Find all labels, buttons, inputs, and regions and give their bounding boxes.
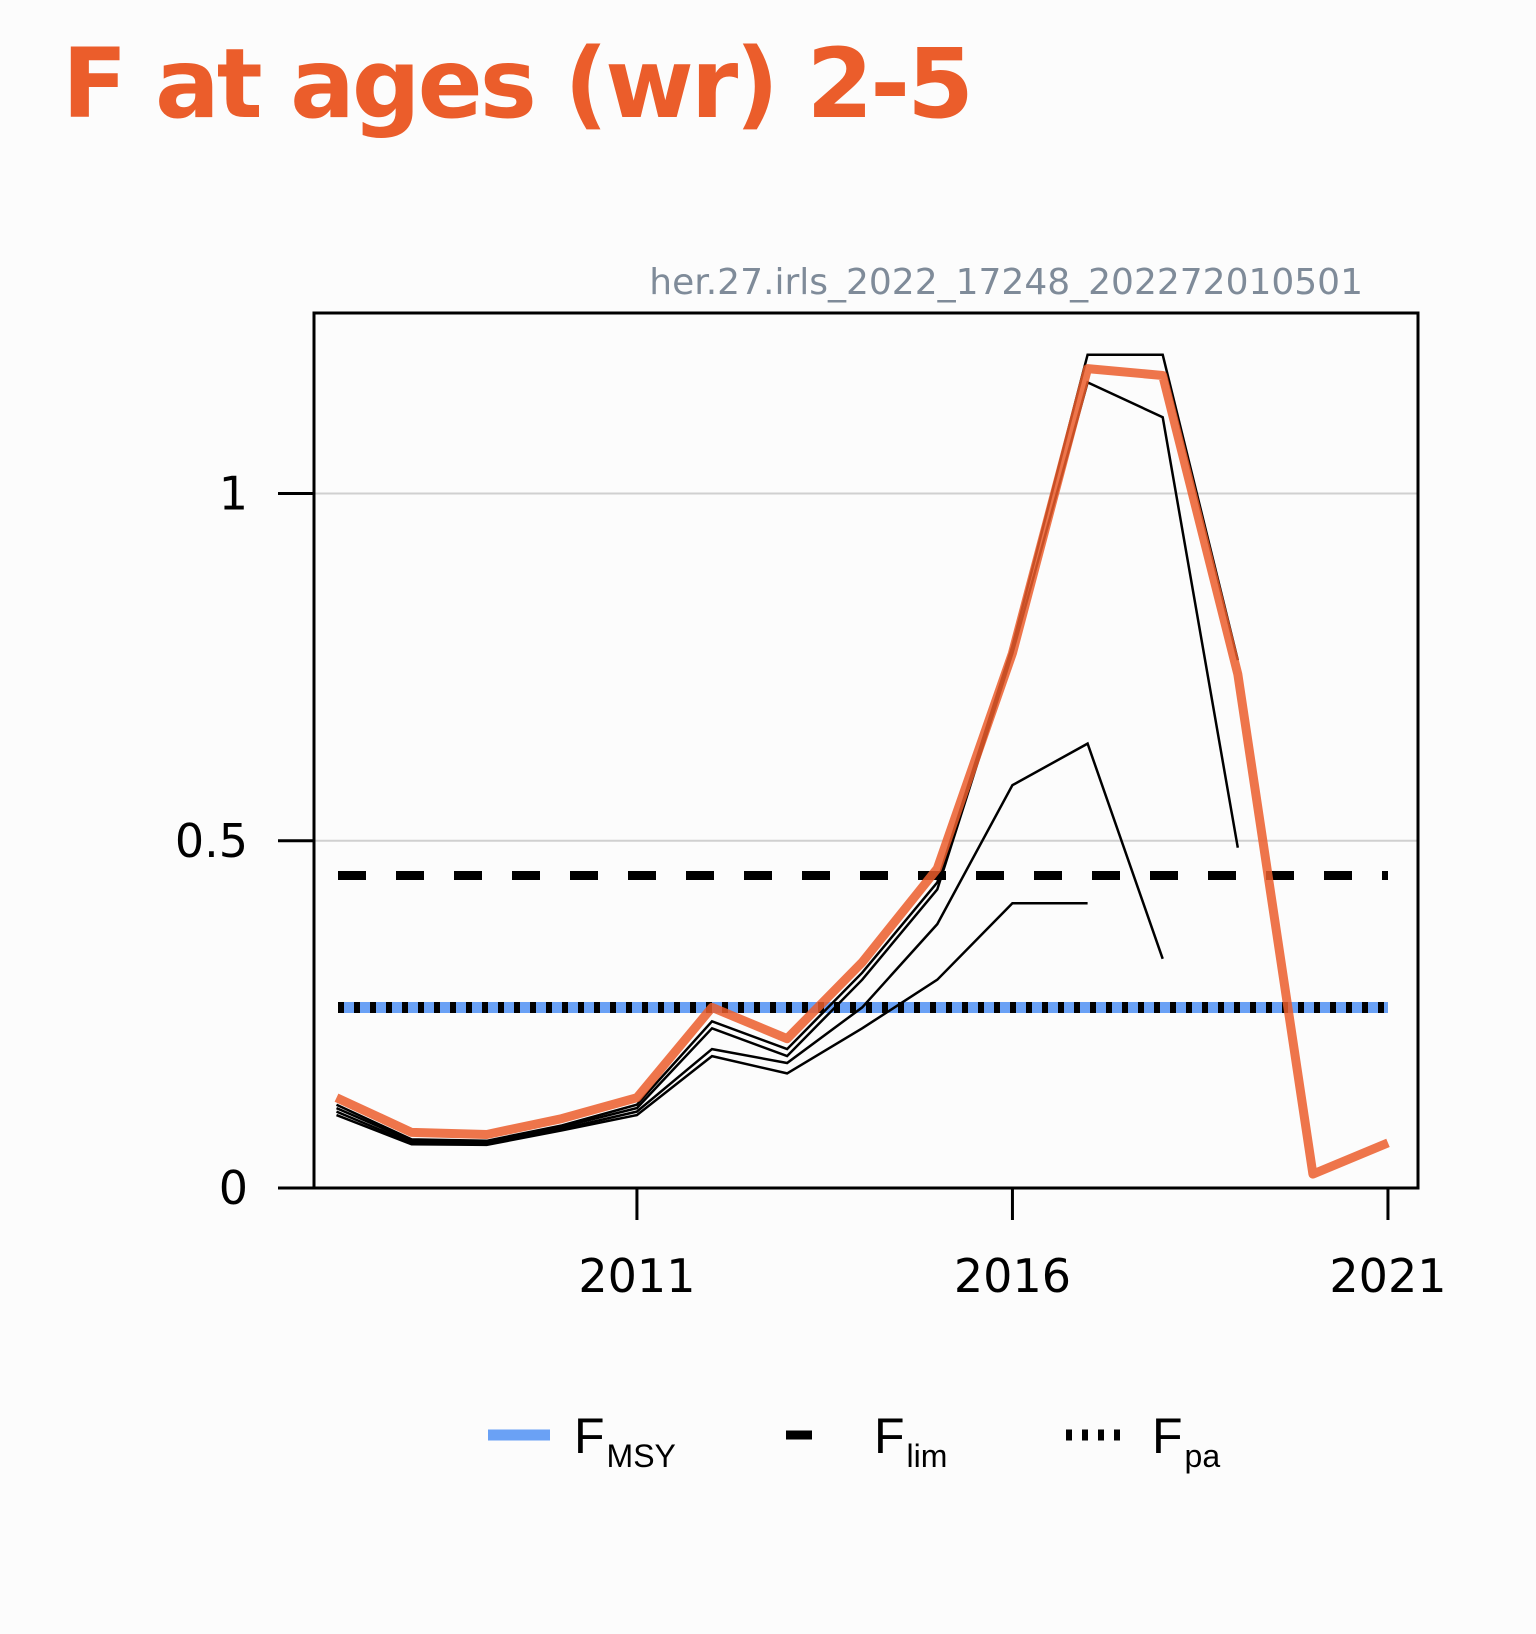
legend-item-lim: Flim xyxy=(786,1408,947,1474)
plot-frame xyxy=(312,311,1420,1190)
x-tick-label: 2021 xyxy=(1329,1249,1446,1303)
y-tick-label: 1 xyxy=(219,467,248,521)
legend-item-msy: FMSY xyxy=(488,1408,676,1474)
chart-title: F at ages (wr) 2-5 xyxy=(62,28,974,140)
source-label: her.27.irls_2022_17248_202272010501 xyxy=(649,262,1363,303)
main-series-line xyxy=(334,364,1390,1179)
retrospective-line xyxy=(336,741,1164,1146)
reference-lines xyxy=(338,871,1388,1013)
legend-label: Fpa xyxy=(1152,1408,1220,1474)
legend-label: Flim xyxy=(874,1408,947,1474)
y-tick-label: 0 xyxy=(219,1161,248,1215)
legend-item-pa: Fpa xyxy=(1066,1408,1220,1474)
legend: FMSY Flim Fpa xyxy=(488,1408,1220,1474)
series-layer xyxy=(334,353,1390,1179)
grid-layer xyxy=(314,492,1418,842)
x-tick-label: 2011 xyxy=(578,1249,695,1303)
legend-label: FMSY xyxy=(574,1408,676,1474)
retrospective-line xyxy=(336,380,1240,1144)
axes: 0 0.5 1 2011 2016 2021 xyxy=(175,467,1447,1303)
x-tick-label: 2016 xyxy=(954,1249,1071,1303)
y-tick-label: 0.5 xyxy=(175,814,248,868)
retrospective-line xyxy=(336,902,1088,1147)
retrospective-line xyxy=(335,353,1240,1143)
